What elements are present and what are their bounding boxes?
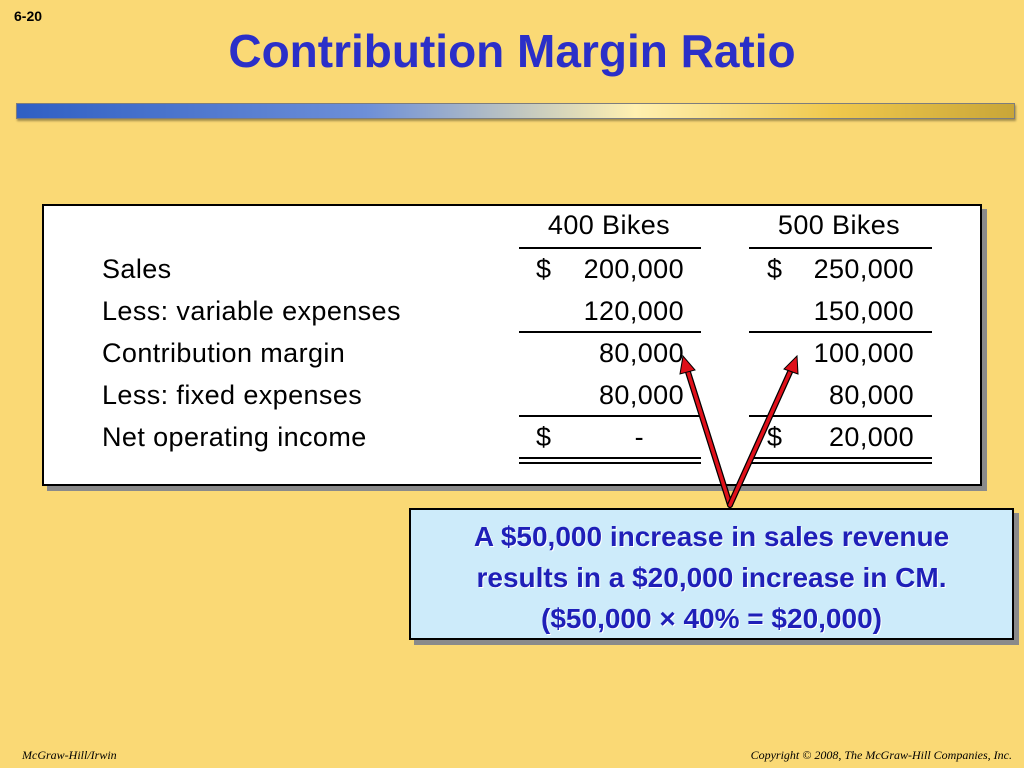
callout-line: A $50,000 increase in sales revenue (473, 521, 950, 552)
double-underline (519, 462, 701, 464)
currency-symbol: $ (767, 254, 783, 284)
row-label-contribution-margin: Contribution margin (102, 338, 346, 368)
net-operating-income-500-value: 20,000 (829, 422, 914, 452)
callout-line: results in a $20,000 increase in CM. (476, 562, 947, 593)
double-underline (749, 462, 932, 464)
header-underline (749, 247, 932, 249)
sales-500-value: 250,000 (813, 254, 914, 284)
callout-line: ($50,000 × 40% = $20,000) (541, 603, 882, 634)
subtotal-underline (519, 415, 701, 417)
column-header-500-bikes: 500 Bikes (777, 210, 901, 240)
currency-symbol: $ (767, 422, 783, 452)
fixed-expenses-500-value: 80,000 (829, 380, 914, 410)
row-label-variable-expenses: Less: variable expenses (102, 296, 401, 326)
title-divider-bar (16, 103, 1015, 119)
footer-publisher: McGraw-Hill/Irwin (22, 748, 117, 762)
slide-title: Contribution Margin Ratio (228, 25, 796, 77)
double-underline (519, 457, 701, 459)
currency-symbol: $ (536, 254, 552, 284)
currency-symbol: $ (536, 422, 552, 452)
subtotal-underline (749, 331, 932, 333)
subtotal-underline (519, 331, 701, 333)
row-label-sales: Sales (102, 254, 172, 284)
sales-400-value: 200,000 (583, 254, 684, 284)
variable-expenses-500-value: 150,000 (813, 296, 914, 326)
income-statement-table: 400 Bikes 500 Bikes Sales $ 200,000 $ 25… (42, 204, 982, 486)
double-underline (749, 457, 932, 459)
row-label-net-operating-income: Net operating income (102, 422, 367, 452)
header-underline (519, 247, 701, 249)
slide-number: 6-20 (14, 8, 43, 24)
explanation-callout: A $50,000 increase in sales revenue resu… (409, 508, 1014, 640)
fixed-expenses-400-value: 80,000 (599, 380, 684, 410)
column-header-400-bikes: 400 Bikes (547, 210, 671, 240)
subtotal-underline (749, 415, 932, 417)
net-operating-income-400-value: - (634, 422, 644, 452)
contribution-margin-500-value: 100,000 (813, 338, 914, 368)
row-label-fixed-expenses: Less: fixed expenses (102, 380, 363, 410)
variable-expenses-400-value: 120,000 (583, 296, 684, 326)
contribution-margin-400-value: 80,000 (599, 338, 684, 368)
footer-copyright: Copyright © 2008, The McGraw-Hill Compan… (750, 748, 1012, 762)
